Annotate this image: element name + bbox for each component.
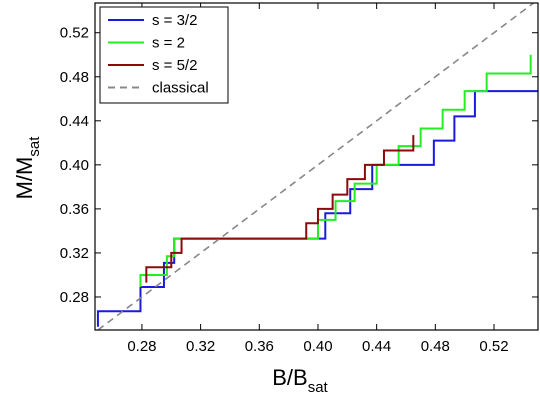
y-label-sub: sat (26, 136, 43, 157)
x-tick-label: 0.32 (186, 338, 215, 355)
y-tick-label: 0.44 (60, 113, 89, 130)
plot-frame (94, 2, 539, 331)
x-tick-label: 0.48 (421, 338, 450, 355)
x-tick-label: 0.44 (362, 338, 391, 355)
x-label-main: B/B (272, 365, 307, 390)
y-tick-label: 0.36 (60, 201, 89, 218)
x-tick-label: 0.40 (303, 338, 332, 355)
y-tick-label: 0.40 (60, 157, 89, 174)
y-tick-label: 0.32 (60, 245, 89, 262)
series-line (97, 3, 535, 330)
legend-label: s = 5/2 (152, 57, 197, 74)
y-axis-label: M/Msat (12, 136, 43, 200)
x-label-sub: sat (308, 379, 329, 396)
series-line (145, 135, 415, 283)
x-tick-label: 0.36 (245, 338, 274, 355)
plot-area (96, 3, 538, 330)
x-axis-label: B/Bsat (272, 365, 328, 396)
legend-label: s = 3/2 (152, 12, 197, 29)
y-tick-label: 0.28 (60, 289, 89, 306)
legend-label: s = 2 (152, 35, 185, 52)
y-tick-label: 0.48 (60, 69, 89, 86)
legend-label: classical (152, 80, 209, 97)
y-tick-label: 0.52 (60, 25, 89, 42)
x-tick-label: 0.52 (479, 338, 508, 355)
x-tick-label: 0.28 (127, 338, 156, 355)
y-label-main: M/M (12, 157, 37, 200)
